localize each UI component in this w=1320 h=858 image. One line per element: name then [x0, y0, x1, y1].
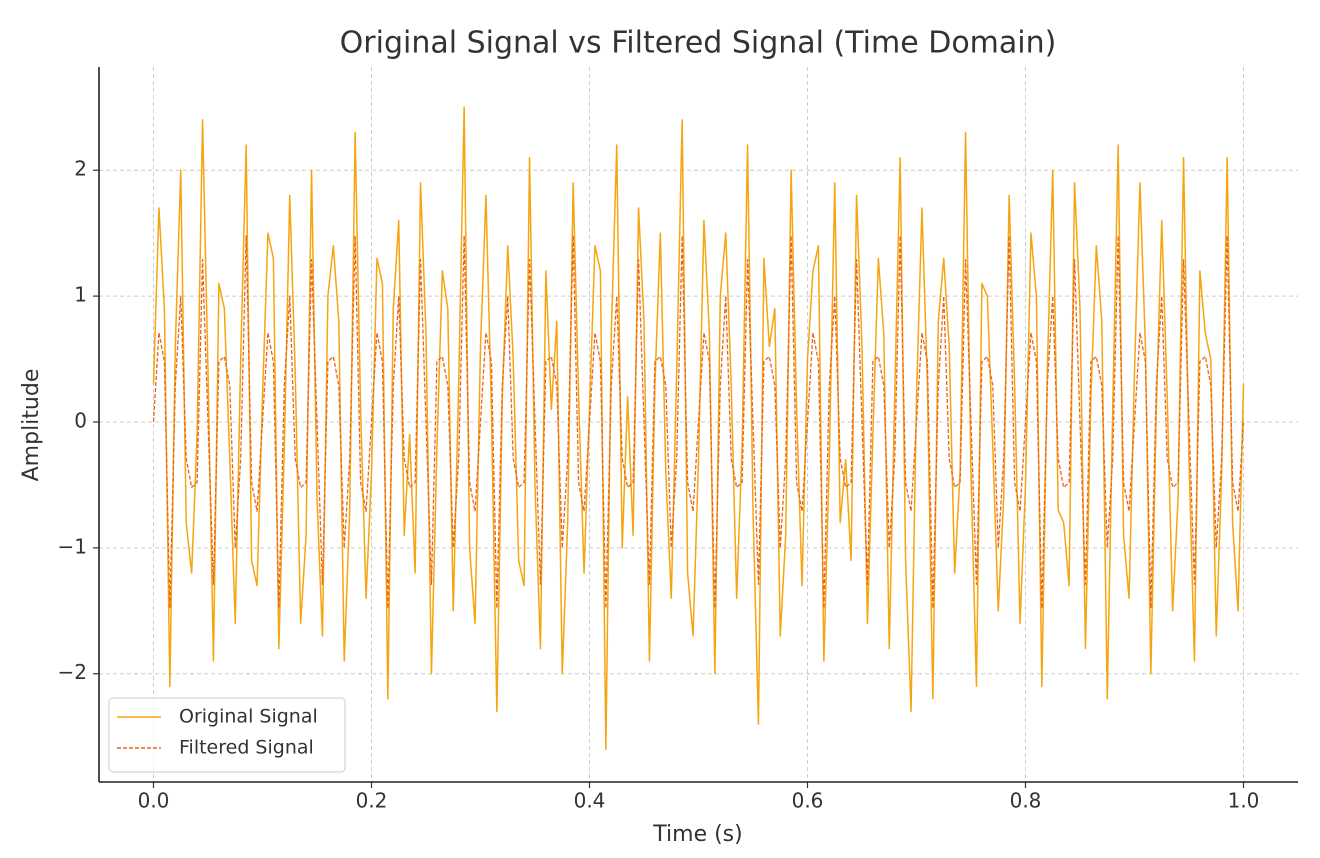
legend: Original Signal Filtered Signal	[108, 697, 346, 773]
x-tick-label: 0.8	[1010, 789, 1042, 813]
y-tick-label: −1	[58, 534, 87, 558]
legend-box	[108, 697, 346, 773]
signal-line	[152, 106, 1245, 751]
x-tick-label: 0.6	[792, 789, 824, 813]
x-tick-label: 0.2	[356, 789, 388, 813]
y-axis-label: Amplitude	[19, 369, 44, 482]
signal-line	[152, 235, 1245, 609]
y-tick-label: −2	[58, 660, 87, 684]
x-tick-label: 0.0	[138, 789, 170, 813]
y-tick-label: 0	[74, 408, 87, 432]
legend-label: Filtered Signal	[179, 737, 314, 759]
legend-label: Original Signal	[179, 706, 318, 728]
y-tick-label: 2	[74, 157, 87, 181]
x-axis-label: Time (s)	[652, 822, 742, 847]
x-tick-label: 1.0	[1228, 789, 1260, 813]
chart-title: Original Signal vs Filtered Signal (Time…	[340, 26, 1057, 61]
y-tick-label: 1	[74, 283, 87, 307]
x-tick-label: 0.4	[574, 789, 606, 813]
